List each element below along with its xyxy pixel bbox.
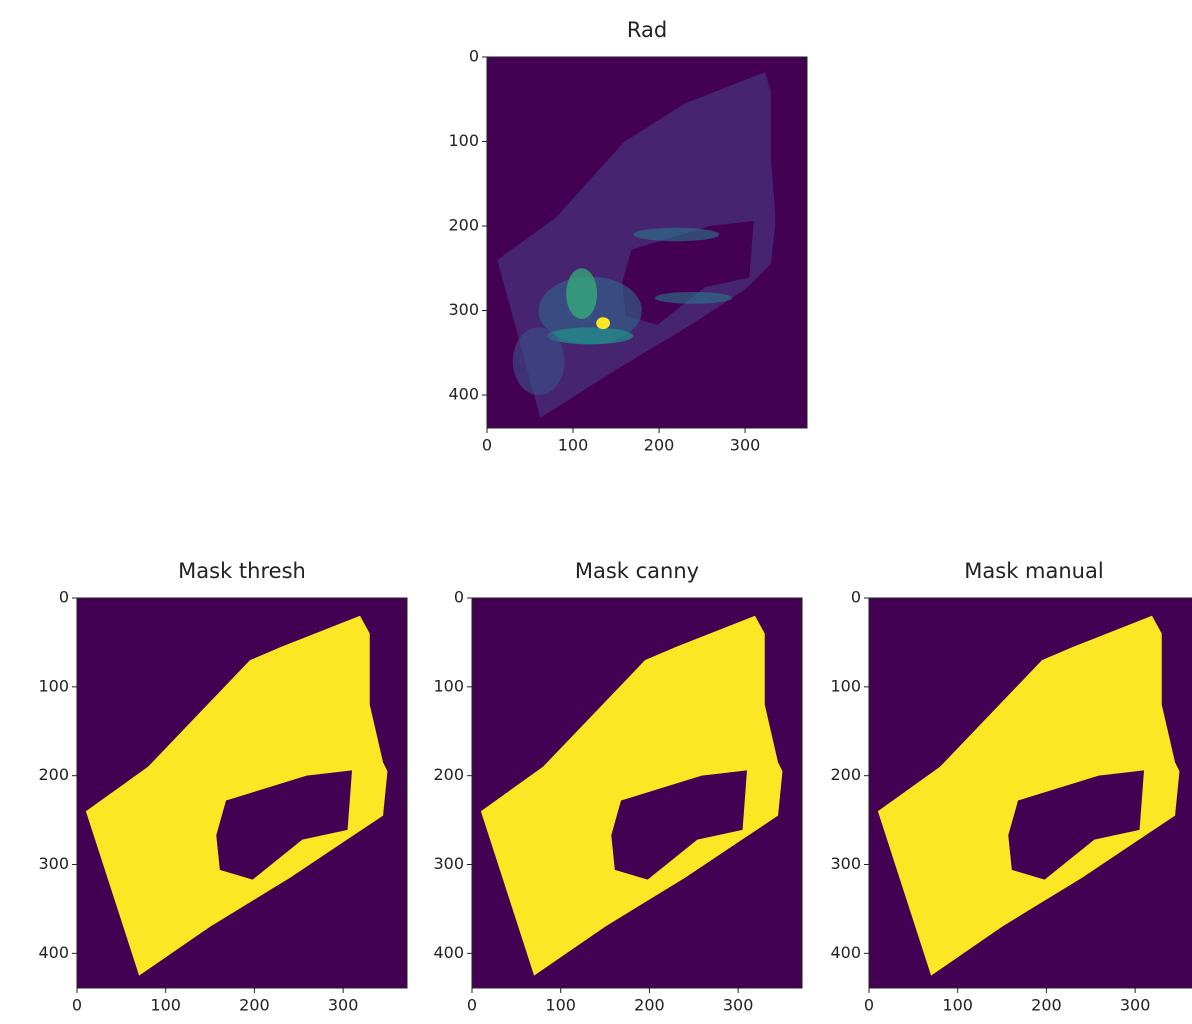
y-tick-label: 300 [433,854,464,873]
subplot-title: Mask manual [964,559,1103,583]
x-tick-label: 100 [150,996,181,1015]
y-tick-label: 300 [830,854,861,873]
y-tick-label: 400 [830,943,861,962]
figure: Rad 0 100 200 300 0 100 200 300 400 Mask thresh 0 10… [0,0,1192,1024]
y-tick-label: 100 [830,676,861,695]
x-tick-label: 100 [558,436,589,455]
x-tick-label: 200 [644,436,675,455]
y-tick-label: 400 [38,943,69,962]
subplot: Mask canny 0 100 200 300 0 100 200 300 400 [433,559,802,1015]
y-tick-label: 400 [448,385,479,404]
subplot: Rad 0 100 200 300 0 100 200 300 400 [448,18,807,455]
subplot: Mask manual 0 100 200 300 0 100 200 300 400 [830,559,1192,1015]
x-tick-label: 200 [1031,996,1062,1015]
y-tick-label: 0 [469,47,479,66]
image-content [77,598,407,988]
x-tick-label: 100 [942,996,973,1015]
x-tick-label: 300 [730,436,761,455]
y-tick-label: 100 [38,676,69,695]
x-tick-label: 0 [467,996,477,1015]
y-tick-label: 200 [448,216,479,235]
x-tick-label: 300 [1120,996,1151,1015]
x-tick-label: 300 [328,996,359,1015]
y-tick-label: 300 [448,300,479,319]
subplot: Mask thresh 0 100 200 300 0 100 200 300 400 [38,559,407,1015]
image [77,598,407,988]
subplot-title: Mask canny [575,559,699,583]
image-content [472,598,802,988]
y-tick-label: 0 [454,588,464,607]
y-tick-label: 0 [59,588,69,607]
x-tick-label: 300 [723,996,754,1015]
subplot-title: Rad [627,18,667,42]
y-tick-label: 400 [433,943,464,962]
x-tick-label: 200 [239,996,270,1015]
image [869,598,1192,988]
image [487,57,807,428]
image [472,598,802,988]
x-tick-label: 100 [545,996,576,1015]
y-tick-label: 200 [433,765,464,784]
subplot-title: Mask thresh [178,559,306,583]
y-tick-label: 100 [448,131,479,150]
y-tick-label: 200 [830,765,861,784]
image-content [487,57,807,428]
y-tick-label: 0 [851,588,861,607]
x-tick-label: 0 [482,436,492,455]
x-tick-label: 200 [634,996,665,1015]
y-tick-label: 100 [433,676,464,695]
x-tick-label: 0 [72,996,82,1015]
image-content [869,598,1192,988]
y-tick-label: 300 [38,854,69,873]
x-tick-label: 0 [864,996,874,1015]
y-tick-label: 200 [38,765,69,784]
